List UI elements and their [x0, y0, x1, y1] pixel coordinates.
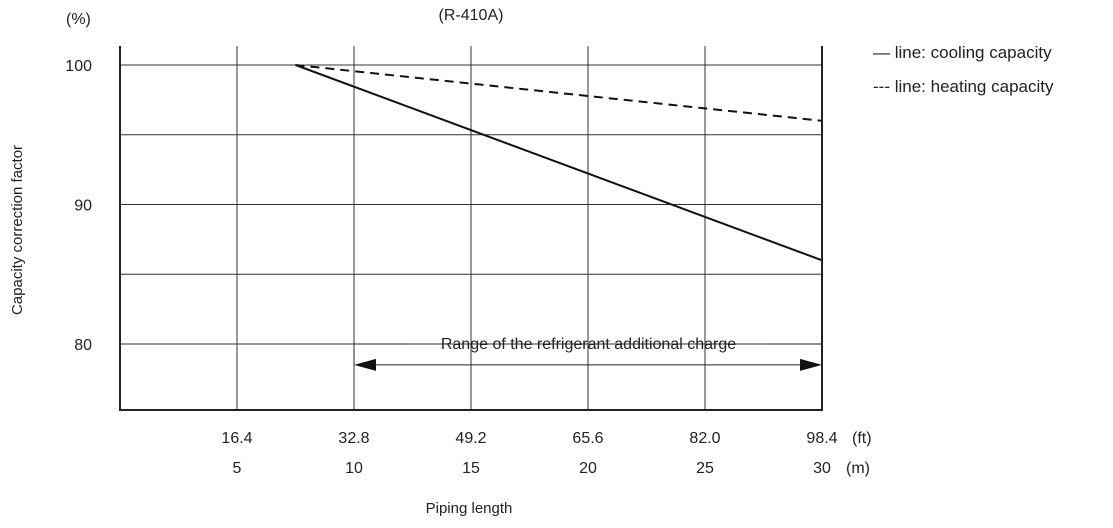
annotation: Range of the refrigerant additional char…: [353, 336, 822, 371]
x-tick-label-m: 15: [462, 460, 480, 477]
annotation-label: Range of the refrigerant additional char…: [441, 336, 736, 353]
x-tick-label-ft: 49.2: [455, 430, 486, 447]
tick-labels: 80 90 100 16.4 5 32.8 10 49.2 15 65.6 20 82.0 25 98.4…: [65, 58, 837, 477]
y-tick-label: 90: [74, 198, 92, 215]
x-tick-label-ft: 16.4: [221, 430, 252, 447]
chart-title: (R-410A): [439, 7, 504, 24]
x-tick-label-m: 10: [345, 460, 363, 477]
x-axis-title: Piping length: [426, 500, 513, 517]
axes: [119, 46, 823, 411]
y-unit-label: (%): [66, 11, 91, 28]
annotation-arrowhead-left: [354, 358, 376, 371]
x-tick-label-m: 30: [813, 460, 831, 477]
annotation-arrowhead-right: [800, 358, 822, 371]
x-unit-ft-label: (ft): [852, 430, 872, 447]
y-tick-label: 80: [74, 337, 92, 354]
grid: [120, 46, 823, 410]
legend-entry-heating: --- line: heating capacity: [873, 77, 1054, 96]
x-tick-label-ft: 65.6: [572, 430, 603, 447]
series-line-heating-capacity: [295, 64, 823, 122]
series-line-cooling-capacity: [295, 64, 823, 262]
x-tick-label-m: 20: [579, 460, 597, 477]
x-tick-label-m: 25: [696, 460, 714, 477]
x-tick-label-ft: 82.0: [689, 430, 720, 447]
legend-entry-cooling: — line: cooling capacity: [873, 43, 1052, 62]
y-tick-label: 100: [65, 58, 92, 75]
y-axis-title: Capacity correction factor: [9, 145, 26, 315]
x-tick-label-ft: 32.8: [338, 430, 369, 447]
x-unit-m-label: (m): [846, 460, 870, 477]
series-lines: [295, 64, 823, 262]
x-tick-label-m: 5: [233, 460, 242, 477]
x-tick-label-ft: 98.4: [806, 430, 837, 447]
